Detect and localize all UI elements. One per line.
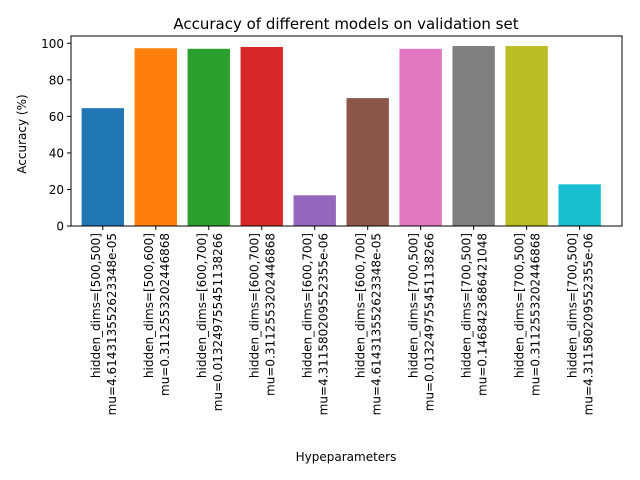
bars-group (81, 46, 601, 227)
x-tick-label-2: hidden_dims=[500,600] mu=0.31125532024468… (142, 233, 172, 396)
x-axis: hidden_dims=[500,500] mu=4.61431355262334… (89, 226, 596, 415)
bar-8 (452, 46, 495, 226)
x-tick-label-6: hidden_dims=[600,700] mu=4.61431355262334… (354, 233, 384, 415)
x-tick-label-4: hidden_dims=[600,700] mu=0.31125532024468… (248, 233, 278, 396)
bar-2 (134, 48, 177, 226)
x-tick-label-7: hidden_dims=[700,500] mu=0.01324975545113… (407, 233, 437, 411)
bar-10 (558, 184, 601, 226)
y-axis-label: Accuracy (%) (15, 94, 29, 173)
bar-6 (346, 98, 389, 226)
plot-frame (70, 35, 623, 227)
bar-5 (293, 195, 336, 226)
x-tick-label-9: hidden_dims=[700,500] mu=0.31125532024468… (513, 233, 543, 396)
x-tick-label-1: hidden_dims=[500,500] mu=4.61431355262334… (89, 233, 119, 415)
x-tick-label-3: hidden_dims=[600,700] mu=0.01324975545113… (195, 233, 225, 411)
x-tick-label-10: hidden_dims=[700,500] mu=4.31158020955235… (566, 233, 596, 415)
y-tick-label-0: 0 (56, 220, 64, 234)
y-axis: 0 20 40 60 80 100 (41, 37, 71, 234)
bar-1 (81, 108, 124, 226)
x-tick-label-5: hidden_dims=[600,700] mu=4.31158020955235… (301, 233, 331, 415)
x-tick-label-8: hidden_dims=[700,500] mu=0.14684236864210… (460, 233, 490, 396)
y-tick-label-100: 100 (41, 37, 64, 51)
bar-3 (187, 48, 230, 227)
y-tick-label-60: 60 (49, 110, 64, 124)
chart-title: Accuracy of different models on validati… (173, 15, 518, 33)
y-tick-label-80: 80 (49, 73, 64, 87)
x-axis-label: Hypeparameters (296, 450, 397, 464)
bar-4 (240, 46, 283, 226)
y-tick-label-20: 20 (49, 183, 64, 197)
bar-7 (399, 48, 442, 227)
bar-9 (505, 46, 548, 226)
y-tick-label-40: 40 (49, 146, 64, 160)
